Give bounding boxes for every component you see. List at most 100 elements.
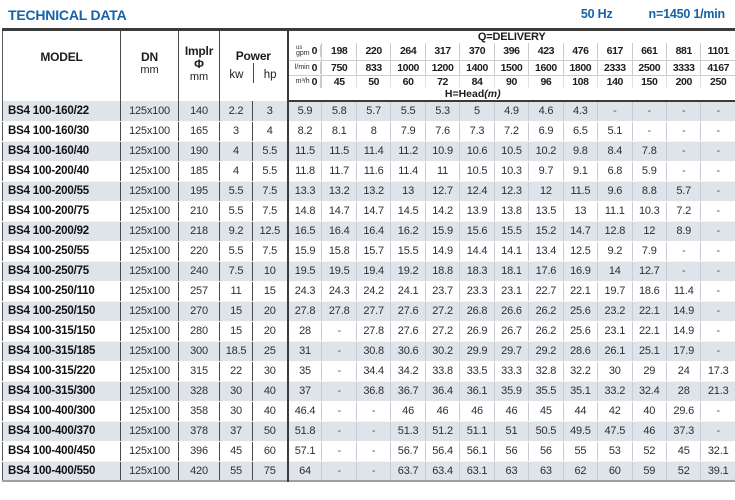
head-value-cell: 5.1	[597, 121, 633, 142]
head-value-cell: 26.2	[528, 321, 564, 342]
head-value-cell: 5.3	[425, 101, 461, 122]
head-value-cell: 11.5	[287, 141, 323, 162]
hp-cell: 15	[252, 281, 289, 302]
head-value-cell: 7.9	[632, 241, 668, 262]
implr-cell: 185	[178, 161, 220, 182]
head-value-cell: -	[700, 161, 735, 182]
dn-cell: 125x100	[120, 261, 179, 282]
head-value-cell: -	[666, 161, 702, 182]
head-value-cell: 27.8	[356, 321, 392, 342]
head-value-cell: 13.2	[356, 181, 392, 202]
head-value-cell: 7.2	[666, 201, 702, 222]
delivery-title: Q=DELIVERY	[287, 29, 735, 43]
model-cell: BS4 100-315/150	[2, 321, 121, 342]
head-value-cell: 46	[425, 401, 461, 422]
dn-cell: 125x100	[120, 181, 179, 202]
head-value-cell: 28	[666, 381, 702, 402]
head-value-cell: 12.8	[597, 221, 633, 242]
head-value-cell: 17.3	[700, 361, 735, 382]
hp-cell: 20	[252, 321, 289, 342]
implr-cell: 210	[178, 201, 220, 222]
head-value-cell: 21.3	[700, 381, 735, 402]
head-value-cell: 26.7	[494, 321, 530, 342]
head-value-cell: 42	[597, 401, 633, 422]
head-value-cell: 56.1	[459, 441, 495, 462]
head-value-cell: 8.9	[666, 221, 702, 242]
head-value-cell: 12.3	[494, 181, 530, 202]
column-header-dn: DN mm	[120, 29, 179, 101]
head-value-cell: 35	[287, 361, 323, 382]
head-value-cell: 16.5	[287, 221, 323, 242]
head-value-cell: 27.7	[356, 301, 392, 322]
head-value-cell: 14.9	[425, 241, 461, 262]
table-row: BS4 100-315/300 125x100 328 30 40 37-36.8 36.7…	[2, 381, 735, 402]
head-value-cell: 32.1	[700, 441, 735, 462]
head-value-cell: -	[356, 441, 392, 462]
head-value-cell: 15.8	[321, 241, 357, 262]
table-row: BS4 100-400/450 125x100 396 45 60 57.1- -56.7 5…	[2, 441, 735, 462]
head-value-cell: 28	[287, 321, 323, 342]
head-value-cell: 56.4	[425, 441, 461, 462]
head-value-cell: -	[356, 401, 392, 422]
dn-cell: 125x100	[120, 141, 179, 162]
head-value-cell: 13.9	[459, 201, 495, 222]
head-value-cell: 5.7	[356, 101, 392, 122]
model-cell: BS4 100-200/92	[2, 221, 121, 242]
implr-cell: 270	[178, 301, 220, 322]
head-value-cell: 6.8	[597, 161, 633, 182]
table-row: BS4 100-400/550 125x100 420 55 75 64- -63.7 63.…	[2, 461, 735, 482]
head-value-cell: 7.3	[459, 121, 495, 142]
head-value-cell: 31	[287, 341, 323, 362]
head-value-cell: -	[700, 101, 735, 122]
head-value-cell: 64	[287, 461, 323, 482]
model-cell: BS4 100-160/40	[2, 141, 121, 162]
head-value-cell: -	[632, 121, 668, 142]
head-value-cell: 26.9	[459, 321, 495, 342]
delivery-lmin-value: 833	[356, 60, 392, 76]
head-value-cell: 10.2	[528, 141, 564, 162]
delivery-m3h-value: 90	[494, 75, 530, 88]
head-value-cell: 62	[563, 461, 599, 482]
head-value-cell: 45	[528, 401, 564, 422]
head-value-cell: 14.7	[563, 221, 599, 242]
head-value-cell: 51.1	[459, 421, 495, 442]
head-value-cell: 46.4	[287, 401, 323, 422]
table-row: BS4 100-250/75 125x100 240 7.5 10 19.5 19.5 19.…	[2, 261, 735, 282]
head-value-cell: 14	[597, 261, 633, 282]
dn-unit: mm	[140, 64, 159, 76]
head-value-cell: -	[700, 281, 735, 302]
lmin-zero: 0	[311, 61, 318, 74]
head-value-cell: 7.2	[494, 121, 530, 142]
implr-cell: 218	[178, 221, 220, 242]
head-value-cell: -	[321, 401, 357, 422]
head-value-cell: 26.2	[528, 301, 564, 322]
delivery-gpm-value: 661	[632, 43, 668, 61]
implr-cell: 396	[178, 441, 220, 462]
head-value-cell: 23.2	[597, 301, 633, 322]
head-value-cell: 15.2	[528, 221, 564, 242]
model-cell: BS4 100-400/300	[2, 401, 121, 422]
head-value-cell: 10.5	[459, 161, 495, 182]
head-unit: (m)	[484, 88, 501, 100]
delivery-m3h-value: 140	[597, 75, 633, 88]
head-value-cell: 34.4	[356, 361, 392, 382]
head-value-cell: 46	[632, 421, 668, 442]
head-value-cell: 63.4	[425, 461, 461, 482]
head-value-cell: 39.1	[700, 461, 735, 482]
implr-cell: 240	[178, 261, 220, 282]
head-value-cell: 9.1	[563, 161, 599, 182]
head-value-cell: 36.4	[425, 381, 461, 402]
delivery-m3h-value: 108	[563, 75, 599, 88]
head-value-cell: 13	[390, 181, 426, 202]
head-value-cell: 18.6	[632, 281, 668, 302]
head-value-cell: 22.1	[632, 321, 668, 342]
head-value-cell: 10.5	[494, 141, 530, 162]
head-value-cell: 17.6	[528, 261, 564, 282]
model-cell: BS4 100-200/75	[2, 201, 121, 222]
head-value-cell: 36.1	[459, 381, 495, 402]
head-value-cell: 36.8	[356, 381, 392, 402]
delivery-m3h-value: 45	[321, 75, 357, 88]
table-row: BS4 100-250/55 125x100 220 5.5 7.5 15.9 15.8 15…	[2, 241, 735, 262]
head-value-cell: 27.2	[425, 301, 461, 322]
hp-cell: 7.5	[252, 181, 289, 202]
